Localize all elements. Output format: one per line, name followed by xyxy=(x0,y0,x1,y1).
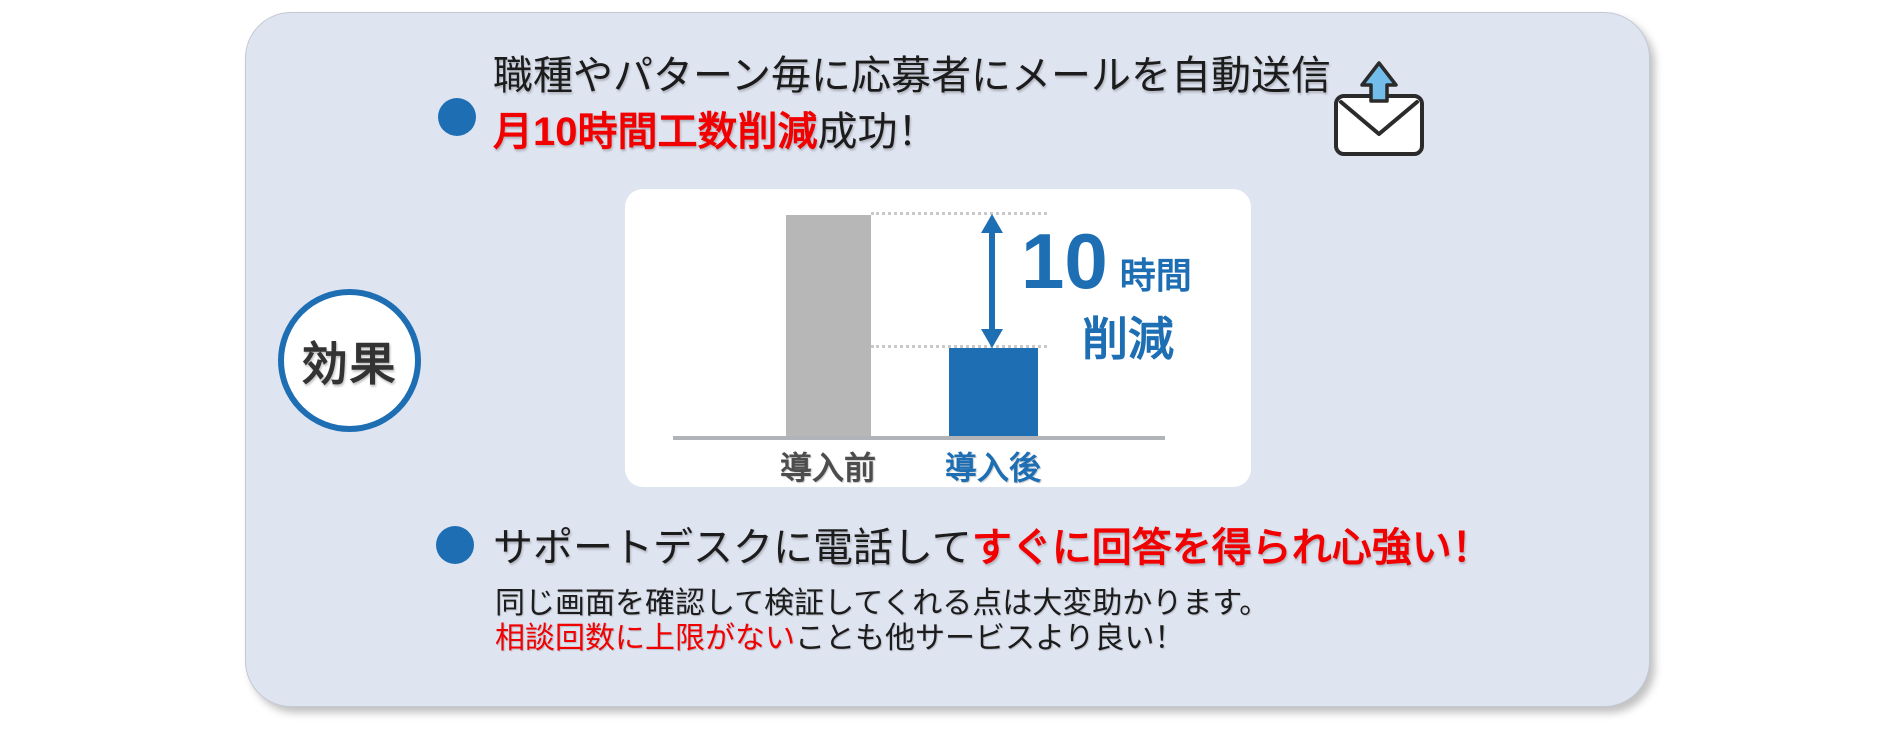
reduction-unit: 時間 xyxy=(1119,255,1192,296)
chart-baseline xyxy=(673,436,1165,440)
note-line1: 同じ画面を確認して検証してくれる点は大変助かります。 xyxy=(495,587,1270,620)
up-arrow-icon xyxy=(1360,61,1398,103)
chart-card: 10 時間 削減 導入前 導入後 xyxy=(625,189,1251,487)
bullet2-text: サポートデスクに電話してすぐに回答を得られ心強い！ xyxy=(493,520,1492,576)
effect-panel: 効果 職種やパターン毎に応募者にメールを自動送信 月10時間工数削減成功！ xyxy=(245,12,1650,707)
dotted-guide-lower xyxy=(871,345,1047,348)
xlabel-before: 導入前 xyxy=(779,450,876,486)
mail-send-icon xyxy=(1334,61,1424,156)
bullet1-line1: 職種やパターン毎に応募者にメールを自動送信 xyxy=(493,54,1331,98)
effect-badge: 効果 xyxy=(278,289,421,432)
reduction-value: 10 xyxy=(1021,217,1108,305)
bullet1-line2-rest: 成功！ xyxy=(817,110,938,154)
note-text: 同じ画面を確認して検証してくれる点は大変助かります。 相談回数に上限がないことも… xyxy=(495,586,1269,656)
bullet-dot-icon xyxy=(438,98,476,136)
dotted-guide-upper xyxy=(871,212,1047,215)
note-line2-rest: ことも他サービスより良い！ xyxy=(795,622,1185,655)
bullet1-line2-highlight: 月10時間工数削減 xyxy=(493,110,818,154)
bar-before xyxy=(786,215,871,436)
bullet1-text: 職種やパターン毎に応募者にメールを自動送信 月10時間工数削減成功！ xyxy=(493,48,1331,160)
bullet2-highlight: すぐに回答を得られ心強い！ xyxy=(971,526,1492,570)
reduction-annotation: 10 時間 削減 xyxy=(1021,217,1235,365)
xlabel-after: 導入後 xyxy=(944,450,1041,486)
bullet1-line2: 月10時間工数削減成功！ xyxy=(493,104,1331,160)
bar-after xyxy=(949,348,1038,436)
note-line2-highlight: 相談回数に上限がない xyxy=(495,622,795,655)
effect-badge-label: 効果 xyxy=(301,337,398,390)
reduction-label: 削減 xyxy=(1082,313,1174,365)
note-line2: 相談回数に上限がないことも他サービスより良い！ xyxy=(495,621,1269,656)
bullet2-lead: サポートデスクに電話して xyxy=(493,526,972,570)
reduction-range-arrow-icon xyxy=(981,214,1003,348)
bullet-dot-icon xyxy=(436,526,474,564)
